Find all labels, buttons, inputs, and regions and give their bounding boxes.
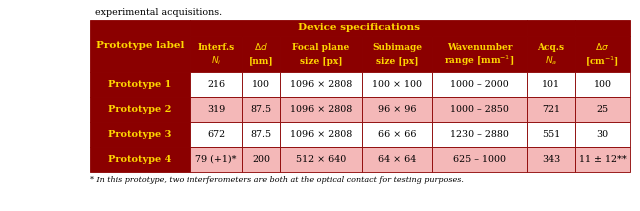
Text: Acq.s: Acq.s [538,42,564,51]
Bar [362,72,432,97]
Bar [90,72,190,97]
Text: 1096 × 2808: 1096 × 2808 [290,105,352,114]
Bar [242,147,280,172]
Bar [575,147,630,172]
Bar [432,147,527,172]
Text: 66 × 66: 66 × 66 [378,130,416,139]
Bar [90,97,190,122]
Text: 64 × 64: 64 × 64 [378,155,416,164]
Bar [190,147,242,172]
Bar [575,122,630,147]
Text: range [mm$^{-1}$]: range [mm$^{-1}$] [444,54,515,68]
Bar [575,36,630,72]
Bar [280,72,362,97]
Bar [432,36,527,72]
Text: Prototype 4: Prototype 4 [108,155,172,164]
Text: [nm]: [nm] [249,57,273,65]
Text: 200: 200 [252,155,270,164]
Bar [575,20,630,36]
Text: 672: 672 [207,130,225,139]
Bar [527,36,575,72]
Text: Prototype 2: Prototype 2 [108,105,172,114]
Text: 1096 × 2808: 1096 × 2808 [290,80,352,89]
Text: 87.5: 87.5 [250,130,271,139]
Text: 319: 319 [207,105,225,114]
Text: 551: 551 [542,130,560,139]
Bar [527,147,575,172]
Text: 25: 25 [596,105,609,114]
Text: Focal plane: Focal plane [292,42,349,51]
Bar [190,20,527,36]
Text: Device specifications: Device specifications [298,23,419,32]
Bar [90,147,190,172]
Text: Interf.s: Interf.s [197,42,235,51]
Text: 216: 216 [207,80,225,89]
Bar [362,122,432,147]
Text: size [px]: size [px] [376,57,419,65]
Text: 1096 × 2808: 1096 × 2808 [290,130,352,139]
Text: Subimage: Subimage [372,42,422,51]
Text: 343: 343 [542,155,560,164]
Text: [cm$^{-1}$]: [cm$^{-1}$] [586,54,620,68]
Text: 100: 100 [593,80,611,89]
Bar [362,97,432,122]
Bar [432,122,527,147]
Text: experimental acquisitions.: experimental acquisitions. [95,8,222,17]
Bar [280,122,362,147]
Bar [575,72,630,97]
Bar [432,72,527,97]
Bar [242,97,280,122]
Text: Prototype label: Prototype label [96,42,184,50]
Text: 100 × 100: 100 × 100 [372,80,422,89]
Text: size [px]: size [px] [300,57,342,65]
Bar [190,72,242,97]
Bar [190,36,242,72]
Bar [527,72,575,97]
Bar [280,36,362,72]
Bar [432,97,527,122]
Bar [527,97,575,122]
Text: 721: 721 [542,105,560,114]
Text: 1000 – 2000: 1000 – 2000 [450,80,509,89]
Text: Wavenumber: Wavenumber [447,42,512,51]
Bar [190,97,242,122]
Text: 79 (+1)*: 79 (+1)* [195,155,237,164]
Text: * In this prototype, two interferometers are both at the optical contact for tes: * In this prototype, two interferometers… [90,176,464,184]
Text: $\Delta d$: $\Delta d$ [254,42,268,53]
Bar [242,36,280,72]
Text: Prototype 1: Prototype 1 [108,80,172,89]
Text: $N_i$: $N_i$ [211,55,221,67]
Text: 87.5: 87.5 [250,105,271,114]
Text: 100: 100 [252,80,270,89]
Bar [280,147,362,172]
Bar [527,122,575,147]
Text: 30: 30 [596,130,609,139]
Bar [90,122,190,147]
Bar [527,20,575,36]
Bar [242,72,280,97]
Bar [362,147,432,172]
Bar [575,97,630,122]
Text: Prototype 3: Prototype 3 [108,130,172,139]
Text: 1230 – 2880: 1230 – 2880 [450,130,509,139]
Bar [190,122,242,147]
Bar [362,36,432,72]
Text: $\Delta\sigma$: $\Delta\sigma$ [595,42,609,53]
Bar [280,97,362,122]
Text: 101: 101 [542,80,560,89]
Bar [90,20,190,72]
Text: 96 × 96: 96 × 96 [378,105,416,114]
Text: 625 – 1000: 625 – 1000 [453,155,506,164]
Text: 11 ± 12**: 11 ± 12** [579,155,627,164]
Bar [242,122,280,147]
Text: 512 × 640: 512 × 640 [296,155,346,164]
Text: $N_a$: $N_a$ [545,55,557,67]
Text: 1000 – 2850: 1000 – 2850 [450,105,509,114]
